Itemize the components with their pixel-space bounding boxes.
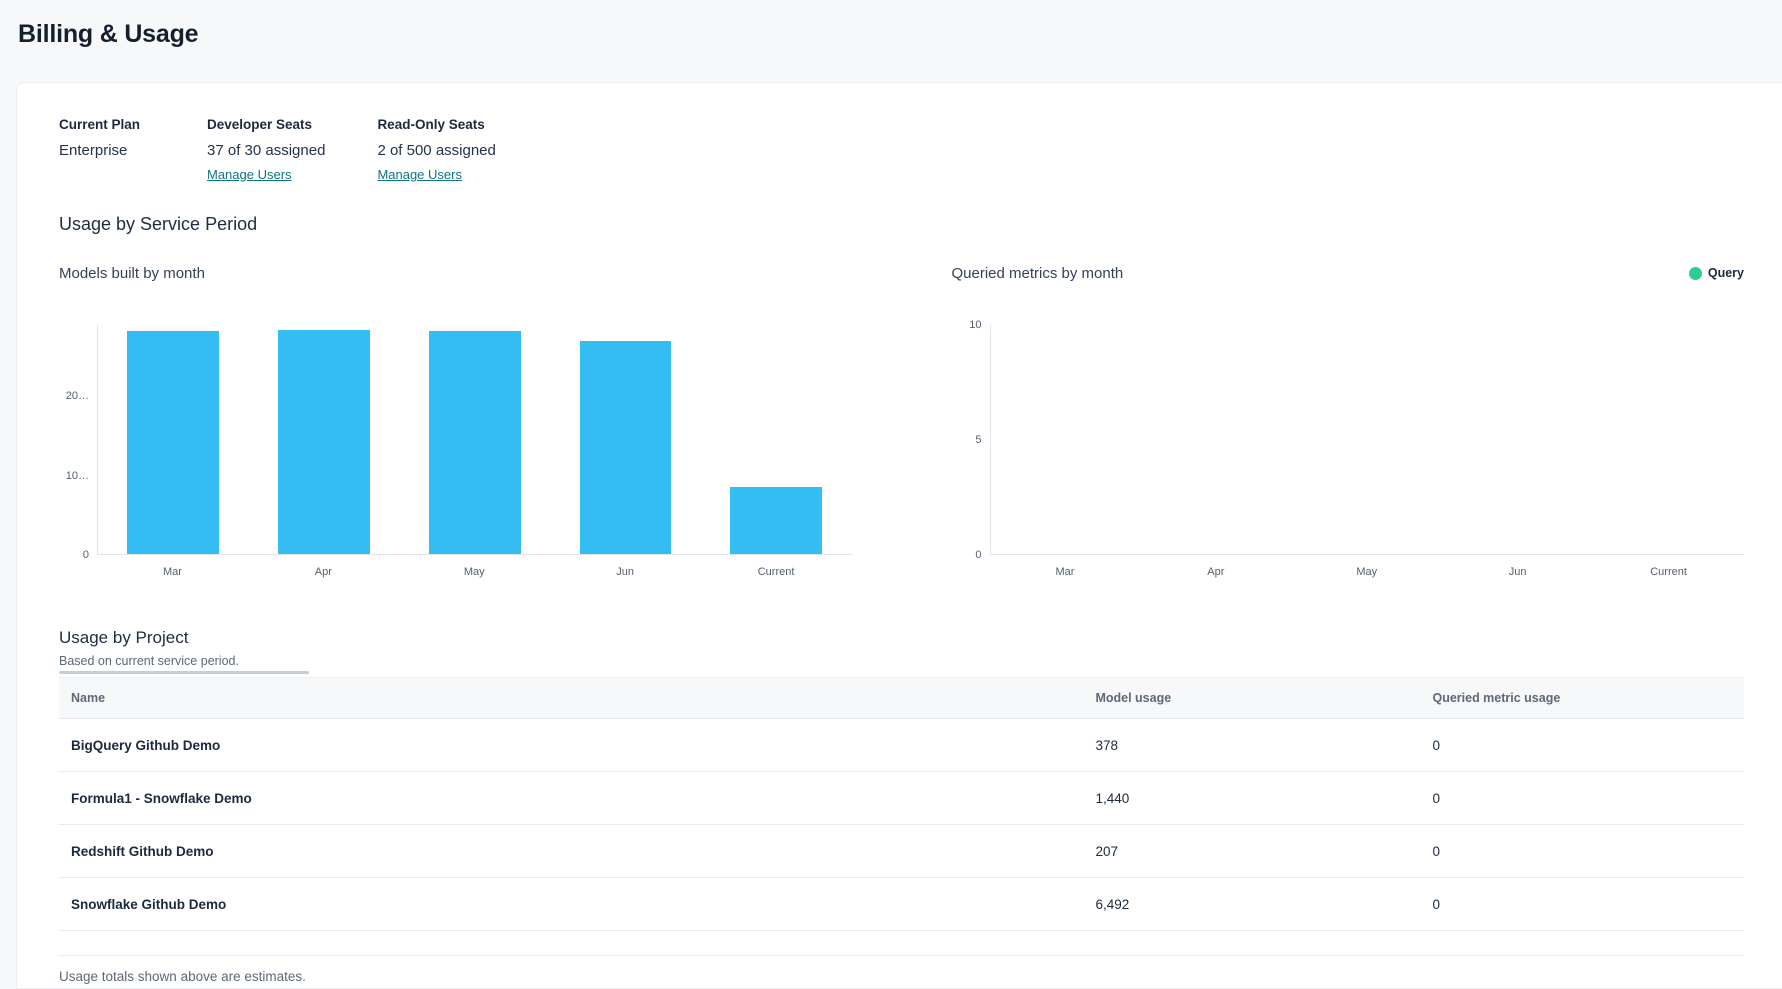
y-tick-label: 0 (82, 549, 89, 561)
y-tick-label: 5 (975, 434, 982, 446)
project-table-wrap: Name Model usage Queried metric usage Bi… (59, 671, 1744, 956)
x-tick-label: Jun (1508, 566, 1527, 578)
bar-slot (991, 325, 1142, 554)
bar-mar (127, 331, 220, 554)
x-tick-label: May (463, 566, 485, 578)
column-header-queried-metric-usage: Queried metric usage (1432, 691, 1561, 705)
column-header-name: Name (71, 691, 106, 705)
bar-jun (579, 340, 672, 554)
x-tick-label: Current (757, 566, 795, 578)
x-tick-label: May (1356, 566, 1378, 578)
table-row: Snowflake Github Demo 6,492 0 (59, 877, 1744, 931)
horizontal-scrollbar-thumb[interactable] (59, 671, 309, 674)
models-built-chart: Models built by month 0 10… 20… Mar Apr May J… (59, 263, 852, 578)
queried-usage-value: 0 (1420, 771, 1744, 825)
plot (97, 325, 852, 555)
x-tick-label: Jun (616, 566, 635, 578)
column-header-model-usage: Model usage (1095, 691, 1172, 705)
developer-seats-value: 37 of 30 assigned (207, 142, 326, 159)
table-spacer-row (59, 930, 1744, 956)
plot-area: Mar Apr May Jun Current (97, 325, 852, 578)
x-axis: Mar Apr May Jun Current (97, 566, 852, 578)
readonly-seats-label: Read-Only Seats (377, 117, 485, 132)
project-name: Snowflake Github Demo (59, 877, 1084, 931)
queried-metrics-chart: Queried metrics by month Query 0 5 10 Mar A… (952, 263, 1745, 578)
plot-area: Mar Apr May Jun Current (989, 325, 1745, 578)
current-plan-value: Enterprise (59, 142, 128, 159)
billing-card: Current Plan Enterprise Developer Seats … (16, 82, 1782, 989)
project-table: Name Model usage Queried metric usage Bi… (59, 677, 1744, 956)
plan-summary: Current Plan Enterprise Developer Seats … (59, 117, 1744, 184)
project-name: Redshift Github Demo (59, 824, 1084, 878)
chart-legend[interactable]: Query (1688, 266, 1744, 280)
bar-may (428, 330, 521, 554)
x-tick-label: Apr (1207, 566, 1225, 578)
current-plan-label: Current Plan (59, 117, 141, 132)
bar-slot (1443, 325, 1594, 554)
model-usage-value: 207 (1083, 824, 1421, 878)
legend-dot-icon (1688, 266, 1702, 280)
y-axis: 0 10… 20… (59, 325, 97, 561)
y-tick-label: 10 (969, 319, 982, 331)
y-tick-label: 10… (65, 469, 89, 482)
bar-slot (98, 325, 249, 554)
page-header: Billing & Usage (0, 0, 1782, 82)
queried-usage-value: 0 (1420, 718, 1744, 772)
usage-by-service-period-title: Usage by Service Period (59, 214, 258, 234)
bar-current (730, 486, 823, 554)
usage-by-project-title: Usage by Project (59, 628, 189, 647)
y-tick-label: 20… (65, 390, 89, 403)
manage-users-link-developer[interactable]: Manage Users (207, 167, 292, 182)
chart-header: Queried metrics by month Query (952, 263, 1745, 283)
project-name: Formula1 - Snowflake Demo (59, 771, 1084, 825)
y-axis: 0 5 10 (952, 319, 990, 561)
page-title: Billing & Usage (18, 20, 199, 48)
plot (989, 325, 1744, 555)
x-tick-label: Current (1650, 566, 1687, 578)
x-tick-label: Mar (162, 566, 182, 578)
legend-label: Query (1707, 266, 1744, 280)
chart-title: Models built by month (59, 264, 205, 282)
chart-title: Queried metrics by month (951, 264, 1124, 282)
readonly-seats-block: Read-Only Seats 2 of 500 assigned Manage… (377, 117, 495, 184)
developer-seats-block: Developer Seats 37 of 30 assigned Manage… (207, 117, 325, 184)
queried-usage-value: 0 (1420, 877, 1744, 931)
bar-slot (249, 325, 400, 554)
charts-row: Models built by month 0 10… 20… Mar Apr May J… (59, 263, 1744, 578)
model-usage-value: 1,440 (1083, 771, 1421, 825)
table-row: Formula1 - Snowflake Demo 1,440 0 (59, 771, 1744, 825)
x-tick-label: Mar (1055, 566, 1075, 578)
bar-apr (278, 329, 371, 554)
table-header-row: Name Model usage Queried metric usage (59, 677, 1744, 719)
project-name: BigQuery Github Demo (59, 718, 1084, 772)
bar-slot (1593, 325, 1744, 554)
x-tick-label: Apr (314, 566, 332, 578)
bar-slot (1292, 325, 1443, 554)
usage-by-project-section: Usage by Project Based on current servic… (59, 628, 1744, 984)
usage-by-project-subtitle: Based on current service period. (59, 654, 239, 668)
bar-slot (550, 325, 701, 554)
chart-body: 0 10… 20… Mar Apr May Jun Current (59, 325, 852, 578)
bar-slot (1141, 325, 1292, 554)
readonly-seats-value: 2 of 500 assigned (377, 142, 496, 159)
y-tick-label: 0 (975, 549, 982, 561)
x-axis: Mar Apr May Jun Current (990, 566, 1745, 578)
model-usage-value: 378 (1083, 718, 1421, 772)
bar-slot (701, 325, 852, 554)
developer-seats-label: Developer Seats (207, 117, 313, 132)
queried-usage-value: 0 (1420, 824, 1744, 878)
usage-estimates-footnote: Usage totals shown above are estimates. (59, 969, 306, 984)
table-body: BigQuery Github Demo 378 0 Formula1 - Snowf… (59, 718, 1744, 956)
table-row: BigQuery Github Demo 378 0 (59, 718, 1744, 772)
bar-slot (399, 325, 550, 554)
model-usage-value: 6,492 (1083, 877, 1421, 931)
table-row: Redshift Github Demo 207 0 (59, 824, 1744, 878)
chart-body: 0 5 10 Mar Apr May Jun Current (952, 319, 1745, 578)
manage-users-link-readonly[interactable]: Manage Users (377, 167, 462, 182)
current-plan-block: Current Plan Enterprise (59, 117, 155, 184)
chart-header: Models built by month (59, 263, 852, 283)
